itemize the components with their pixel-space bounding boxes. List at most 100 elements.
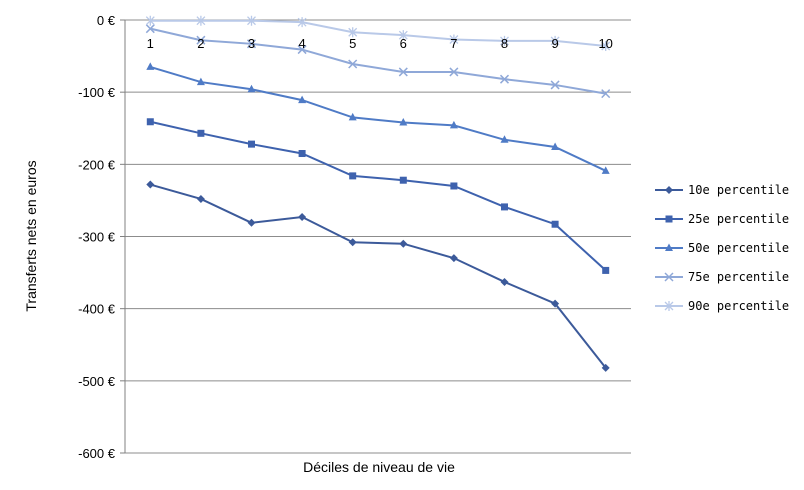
data-point (145, 24, 155, 34)
data-point (197, 129, 205, 137)
data-point (196, 15, 206, 26)
data-point (449, 254, 458, 263)
data-point (196, 35, 206, 45)
legend-label: 90e percentile (688, 299, 789, 313)
data-point (499, 74, 510, 84)
grid-lines (125, 19, 631, 454)
data-point (551, 299, 560, 308)
data-point (349, 172, 357, 180)
y-tick-label: -300 € (78, 230, 116, 245)
y-tick-label: -100 € (78, 85, 116, 100)
data-point (196, 194, 205, 203)
data-point (247, 15, 256, 26)
series-line (150, 120, 607, 272)
data-point (450, 182, 458, 190)
legend-label: 10e percentile (688, 183, 789, 197)
data-point (449, 34, 459, 45)
data-point (551, 220, 559, 228)
data-point (601, 166, 610, 174)
legend-label: 25e percentile (688, 212, 789, 226)
series-line (150, 65, 607, 172)
data-point (146, 118, 154, 126)
x-axis-title: Déciles de niveau de vie (303, 459, 455, 475)
x-tick-label: 5 (349, 36, 356, 51)
series-group (145, 15, 611, 372)
data-point (348, 238, 357, 247)
data-point (196, 77, 205, 86)
x-tick-label: 6 (400, 36, 407, 51)
data-point (247, 218, 256, 227)
data-point (500, 135, 509, 143)
data-point (298, 213, 307, 222)
y-tick-label: -600 € (78, 446, 116, 461)
data-point (601, 363, 610, 372)
data-point (449, 67, 459, 77)
legend-label: 75e percentile (688, 270, 789, 284)
data-point (601, 89, 611, 99)
data-point (602, 266, 610, 274)
legend-item: 10e percentile (655, 183, 789, 197)
y-axis-title: Transferts nets en euros (23, 160, 39, 311)
data-point (348, 59, 358, 69)
data-point (500, 35, 509, 46)
x-tick-label: 3 (248, 36, 255, 51)
series-line (150, 27, 606, 95)
data-point (398, 30, 408, 41)
data-point (501, 203, 508, 211)
data-point (601, 40, 611, 51)
legend-marker (664, 301, 674, 311)
x-tick-label: 4 (298, 36, 305, 51)
data-point (145, 15, 155, 26)
data-point (298, 95, 307, 104)
x-tick-label: 8 (501, 36, 508, 51)
data-point (449, 120, 458, 129)
data-point (248, 140, 255, 148)
x-tick-label: 7 (450, 36, 457, 51)
y-tick-label: 0 € (97, 13, 116, 28)
legend-item: 75e percentile (655, 270, 789, 284)
data-point (500, 277, 509, 286)
y-tick-label: -500 € (78, 374, 116, 389)
data-point (297, 17, 307, 28)
data-point (399, 239, 408, 248)
y-tick-label: -200 € (78, 157, 116, 172)
data-point (399, 176, 407, 184)
x-tick-label: 2 (197, 36, 204, 51)
series-5 (145, 15, 611, 51)
data-point (146, 180, 155, 189)
legend-marker (665, 215, 673, 223)
legend-item: 50e percentile (655, 241, 789, 255)
data-point (550, 80, 560, 90)
data-point (550, 35, 560, 46)
x-axis-ticks: 1 2 3 4 5 6 7 8 9 10 (147, 36, 613, 51)
y-axis-ticks: 0 € -100 € -200 € -300 € -400 € -500 € -600 € (78, 13, 125, 461)
legend: 10e percentile 25e percentile 50e percenti… (655, 183, 789, 313)
data-point (297, 45, 307, 55)
series-line (150, 19, 606, 47)
legend-marker (664, 272, 674, 282)
x-tick-label: 9 (551, 36, 558, 51)
legend-item: 25e percentile (655, 212, 789, 226)
series-3 (146, 62, 610, 174)
x-tick-label: 10 (598, 36, 612, 51)
data-point (551, 142, 560, 151)
legend-marker (665, 243, 673, 251)
series-1 (146, 180, 610, 372)
data-point (247, 84, 256, 93)
x-tick-label: 1 (147, 36, 154, 51)
data-point (348, 112, 357, 121)
legend-item: 90e percentile (655, 299, 789, 313)
y-tick-label: -400 € (78, 302, 116, 317)
data-point (298, 150, 306, 158)
data-point (146, 62, 155, 70)
data-point (246, 39, 257, 49)
series-2 (146, 118, 610, 274)
data-point (399, 117, 408, 126)
series-line (150, 183, 607, 369)
legend-marker (665, 186, 673, 194)
series-4 (145, 24, 611, 99)
legend-label: 50e percentile (688, 241, 789, 255)
data-point (398, 67, 408, 77)
data-point (348, 27, 358, 38)
